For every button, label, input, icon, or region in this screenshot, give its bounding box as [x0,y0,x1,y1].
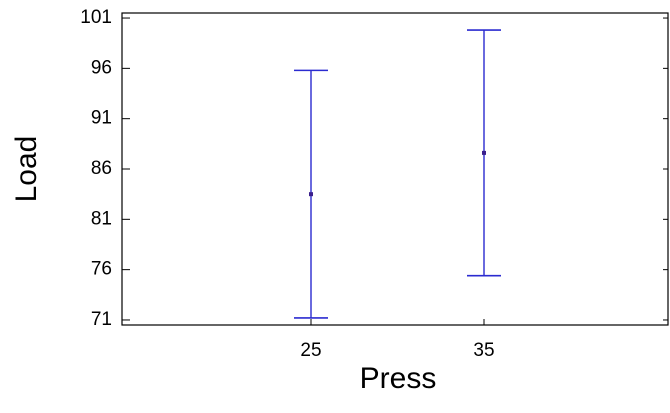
mean-point [482,150,486,155]
x-axis-title: Press [360,362,437,395]
error-bar [294,69,328,319]
x-tick-label: 25 [300,340,321,361]
y-tick-label: 101 [80,7,112,28]
y-tick-label: 96 [91,57,112,78]
y-tick-label: 81 [91,208,112,229]
y-tick-label: 86 [91,158,112,179]
y-axis: 71 76 81 86 91 96 101 [80,7,668,330]
y-tick-label: 71 [91,309,112,330]
mean-point [309,192,313,197]
y-tick-label: 76 [91,259,112,280]
x-axis: 25 35 [300,319,495,361]
x-tick-label: 35 [473,340,494,361]
error-bar [467,29,501,277]
error-bars [294,29,501,319]
plot-area-frame [121,12,669,326]
y-tick-label: 91 [91,108,112,129]
y-axis-title: Load [10,136,43,203]
